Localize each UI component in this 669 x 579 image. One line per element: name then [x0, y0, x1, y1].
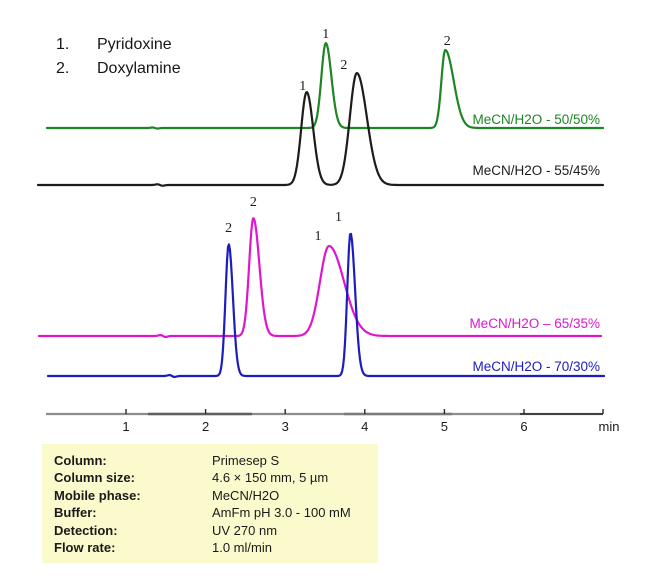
x-axis-tick-label: 2: [202, 419, 209, 434]
conditions-table: Column: Primesep S Column size: 4.6 × 15…: [42, 444, 378, 563]
condition-value: 1.0 ml/min: [212, 540, 272, 556]
trace-condition-label: MeCN/H2O - 50/50%: [472, 112, 600, 127]
condition-row-flow-rate: Flow rate: 1.0 ml/min: [54, 539, 378, 556]
condition-label: Mobile phase:: [54, 487, 141, 503]
condition-row-buffer: Buffer: AmFm pH 3.0 - 100 mM: [54, 504, 378, 521]
condition-label: Flow rate:: [54, 540, 116, 556]
peak-number-label: 1: [322, 27, 329, 42]
legend-number: 1.: [56, 36, 70, 53]
condition-label: Column size:: [54, 470, 135, 486]
legend-number: 2.: [56, 60, 70, 77]
x-axis-unit-label: min: [599, 419, 620, 434]
x-axis-tick-label: 4: [361, 419, 368, 434]
x-axis-tick-label: 5: [441, 419, 448, 434]
condition-row-column: Column: Primesep S: [54, 452, 378, 469]
trace-condition-label: MeCN/H2O - 55/45%: [472, 163, 600, 178]
legend-item-pyridoxine: 1. Pyridoxine: [56, 33, 181, 57]
peak-number-label: 2: [225, 221, 232, 236]
trace-path--2-65-35-: [37, 217, 603, 338]
condition-value: MeCN/H2O: [212, 487, 280, 503]
peak-number-label: 2: [444, 34, 451, 49]
legend-item-doxylamine: 2. Doxylamine: [56, 57, 181, 81]
peak-number-label: 1: [299, 79, 306, 94]
condition-row-detection: Detection: UV 270 nm: [54, 522, 378, 539]
legend-analyte-name: Pyridoxine: [97, 36, 172, 53]
condition-row-column-size: Column size: 4.6 × 150 mm, 5 µm: [54, 469, 378, 486]
condition-value: Primesep S: [212, 453, 280, 468]
chromatogram-svg: 1 2 3 4 5 6 min MeCN/H2O - 50/50% 1 2 MeCN/H2O - 5…: [36, 27, 620, 434]
x-axis-tick-label: 6: [520, 419, 527, 434]
peak-number-label: 2: [250, 195, 257, 210]
trace-path--2-55-45-: [36, 71, 605, 187]
condition-label: Detection:: [54, 522, 118, 538]
trace-condition-label: MeCN/H2O – 65/35%: [469, 316, 600, 331]
trace-path--2-50-50-: [45, 42, 605, 130]
analyte-legend: 1. Pyridoxine 2. Doxylamine: [56, 33, 181, 81]
legend-analyte-name: Doxylamine: [97, 60, 181, 77]
peak-number-label: 1: [335, 210, 342, 225]
condition-label: Column:: [54, 453, 107, 468]
x-axis-tick-label: 1: [122, 419, 129, 434]
trace-path--2-70-30-: [46, 232, 606, 378]
condition-value: 4.6 × 150 mm, 5 µm: [212, 470, 329, 486]
condition-label: Buffer:: [54, 505, 97, 521]
trace-condition-label: MeCN/H2O - 70/30%: [472, 359, 600, 374]
condition-value: UV 270 nm: [212, 522, 278, 538]
condition-value: AmFm pH 3.0 - 100 mM: [212, 505, 351, 521]
peak-number-label: 2: [340, 58, 347, 73]
condition-row-mobile-phase: Mobile phase: MeCN/H2O: [54, 487, 378, 504]
x-axis-tick-label: 3: [282, 419, 289, 434]
peak-number-label: 1: [314, 229, 321, 244]
